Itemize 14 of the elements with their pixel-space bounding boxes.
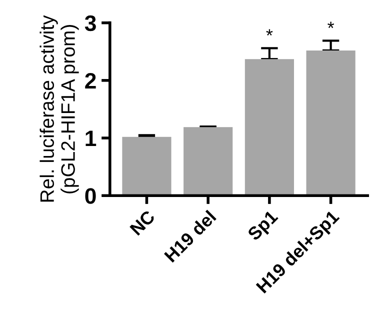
bar [244,59,294,196]
x-tick-label: NC [129,209,156,236]
y-axis-title: Rel. luciferase activity (pGL2-HIF1A prom) [40,15,79,202]
y-tick-label: 3 [84,15,96,32]
x-tick-label: H19 del [164,210,217,263]
y-tick-label: 1 [86,130,96,146]
bar [306,50,356,196]
y-tick-label: 0 [85,188,96,204]
x-tick-label: Sp1 [246,209,281,244]
bar [122,136,172,196]
bar [184,127,233,196]
y-tick-label: 2 [85,72,96,88]
annotation: * [328,22,334,28]
annotation: * [266,29,273,36]
